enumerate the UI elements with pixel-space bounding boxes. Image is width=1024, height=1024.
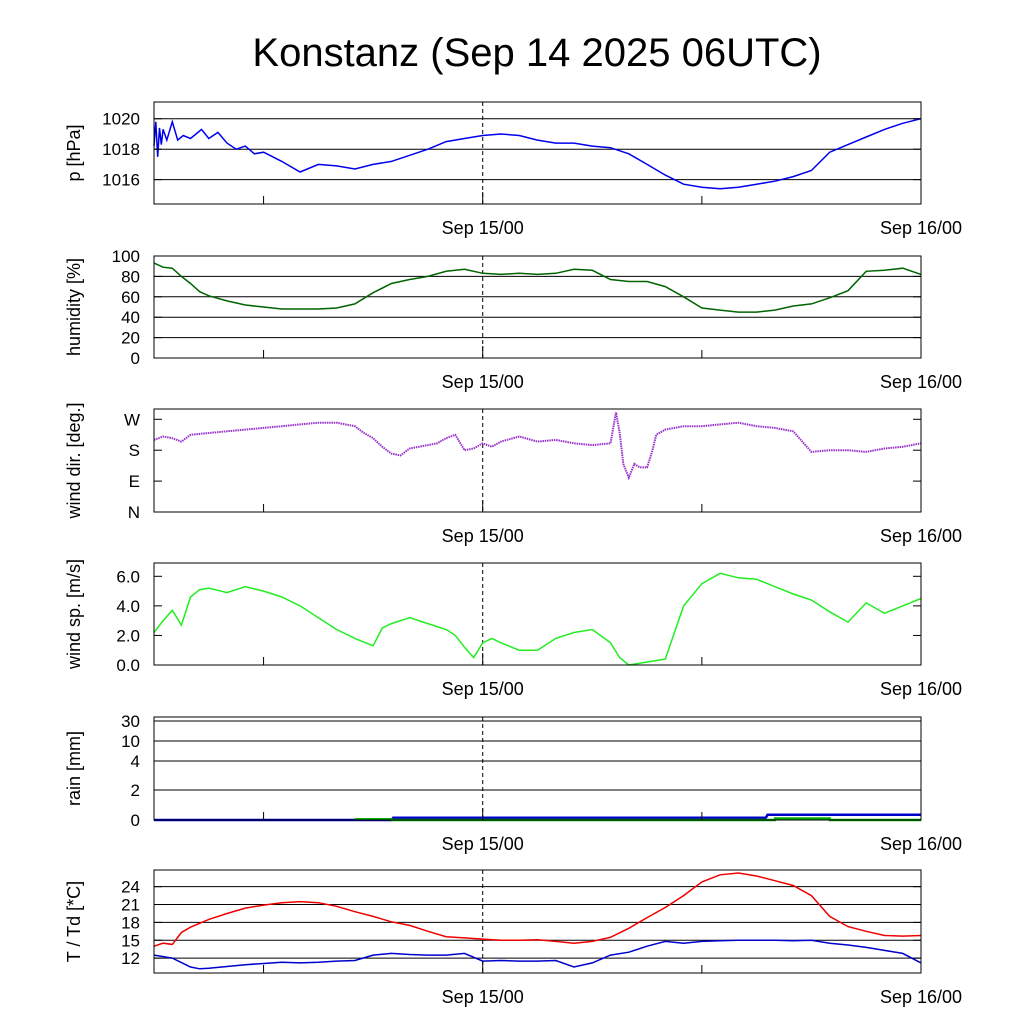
rain-ytick-label: 10 xyxy=(121,732,140,751)
temperature-ytick-label: 21 xyxy=(121,896,140,915)
rain-xtick-label: Sep 15/00 xyxy=(442,834,524,854)
wind-direction-series-line xyxy=(153,412,922,481)
temperature-frame xyxy=(153,869,922,974)
humidity-ytick-label: 100 xyxy=(112,247,140,266)
humidity-xtick-label: Sep 15/00 xyxy=(442,372,524,392)
temperature-xtick-label: Sep 16/00 xyxy=(880,987,962,1007)
rain-ytick-label: 0 xyxy=(131,811,140,830)
temperature-ytick-label: 15 xyxy=(121,931,140,950)
pressure-axis-label: p [hPa] xyxy=(64,124,84,181)
temperature-ytick-label: 18 xyxy=(121,913,140,932)
wind-direction-ytick-label: N xyxy=(128,503,140,522)
pressure-xtick-label: Sep 15/00 xyxy=(442,218,524,238)
humidity-frame xyxy=(153,255,922,359)
wind-speed-ytick-label: 6.0 xyxy=(116,567,140,586)
humidity-axis-label: humidity [%] xyxy=(64,258,84,356)
temperature-series-line-1 xyxy=(153,939,922,970)
humidity-ytick-label: 0 xyxy=(131,349,140,368)
wind-speed-xtick-label: Sep 16/00 xyxy=(880,679,962,699)
pressure-frame xyxy=(153,101,922,205)
temperature-series-line-0 xyxy=(153,872,922,947)
humidity-ytick-label: 40 xyxy=(121,308,140,327)
wind-speed-ytick-label: 4.0 xyxy=(116,597,140,616)
chart-title: Konstanz (Sep 14 2025 06UTC) xyxy=(252,31,821,75)
pressure-ytick-label: 1016 xyxy=(102,171,140,190)
wind-direction-ytick-label: W xyxy=(124,410,140,429)
wind-speed-axis-label: wind sp. [m/s] xyxy=(64,559,84,670)
wind-direction-frame xyxy=(153,408,922,513)
temperature-ytick-label: 24 xyxy=(121,878,140,897)
wind-speed-series-line-0 xyxy=(153,572,922,666)
humidity-series-line-0 xyxy=(153,262,922,313)
rain-ytick-label: 4 xyxy=(131,752,140,771)
pressure-ytick-label: 1020 xyxy=(102,110,140,129)
wind-direction-xtick-label: Sep 15/00 xyxy=(442,526,524,546)
wind-speed-ytick-label: 2.0 xyxy=(116,626,140,645)
humidity-ytick-label: 60 xyxy=(121,288,140,307)
pressure-series-line-0 xyxy=(153,117,922,190)
rain-xtick-label: Sep 16/00 xyxy=(880,834,962,854)
wind-speed-xtick-label: Sep 15/00 xyxy=(442,679,524,699)
rain-frame xyxy=(153,716,922,821)
temperature-ytick-label: 12 xyxy=(121,949,140,968)
temperature-axis-label: T / Td [*C] xyxy=(64,881,84,962)
humidity-xtick-label: Sep 16/00 xyxy=(880,372,962,392)
wind-direction-ytick-label: E xyxy=(129,472,140,491)
pressure-xtick-label: Sep 16/00 xyxy=(880,218,962,238)
humidity-ytick-label: 80 xyxy=(121,267,140,286)
pressure-panel: 1016 1018 1020 Sep 15/00 Sep 16/00 p [hPa] xyxy=(64,101,962,238)
wind-direction-axis-label: wind dir. [deg.] xyxy=(64,402,84,519)
humidity-ytick-label: 20 xyxy=(121,329,140,348)
temperature-xtick-label: Sep 15/00 xyxy=(442,987,524,1007)
wind-direction-ytick-label: S xyxy=(129,441,140,460)
wind-speed-frame xyxy=(153,562,922,666)
pressure-ytick-label: 1018 xyxy=(102,140,140,159)
rain-ytick-label: 30 xyxy=(121,712,140,731)
wind-direction-xtick-label: Sep 16/00 xyxy=(880,526,962,546)
wind-speed-ytick-label: 0.0 xyxy=(116,656,140,675)
wind-speed-panel: 0.0 2.0 4.0 6.0 Sep 15/00 Sep 16/00 wind sp. [… xyxy=(64,559,962,699)
rain-axis-label: rain [mm] xyxy=(64,731,84,806)
rain-ytick-label: 2 xyxy=(131,781,140,800)
